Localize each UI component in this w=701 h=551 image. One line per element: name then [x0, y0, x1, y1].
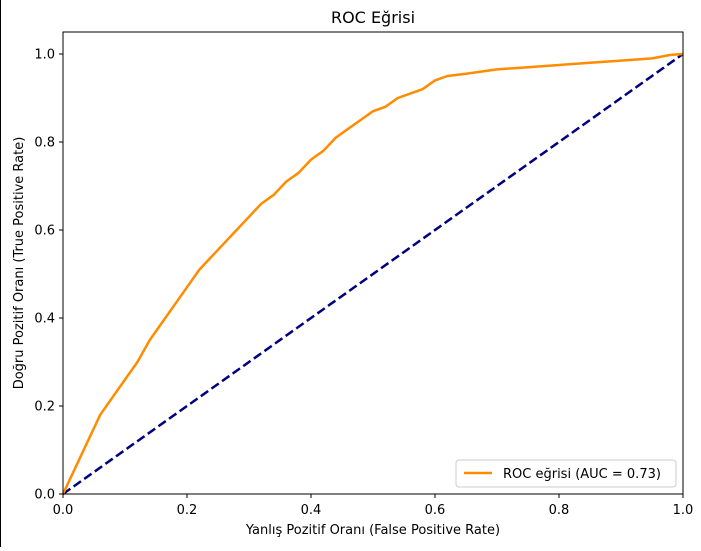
x-tick-label: 0.6: [425, 503, 446, 518]
x-tick-label: 0.0: [53, 503, 74, 518]
y-axis-label: Doğru Pozitif Oranı (True Positive Rate): [12, 137, 27, 390]
y-tick-label: 1.0: [34, 48, 55, 63]
plot-background: [63, 32, 683, 494]
series-layer: [61, 52, 684, 496]
legend-box: [455, 459, 677, 488]
roc-curve-line: [61, 52, 684, 495]
chance-diagonal-line: [62, 52, 684, 496]
x-tick-label: 1.0: [673, 503, 694, 518]
chart-title: ROC Eğrisi: [331, 8, 415, 27]
x-axis: 0.0 0.2 0.4 0.6 0.8 1.0: [53, 494, 694, 518]
y-tick-label: 0.0: [34, 488, 55, 503]
x-tick-label: 0.2: [177, 503, 198, 518]
y-tick-label: 0.4: [34, 312, 55, 327]
y-tick-label: 0.8: [34, 136, 55, 151]
x-axis-label: Yanlış Pozitif Oranı (False Positive Rat…: [245, 523, 500, 538]
y-tick-label: 0.2: [34, 400, 55, 415]
y-tick-label: 0.6: [34, 224, 55, 239]
x-tick-label: 0.8: [549, 503, 570, 518]
y-axis: 0.0 0.2 0.4 0.6 0.8 1.0: [34, 48, 63, 503]
legend-label-roc: ROC eğrisi (AUC = 0.73): [503, 467, 661, 482]
legend: ROC eğrisi (AUC = 0.73): [455, 459, 677, 488]
x-tick-label: 0.4: [301, 503, 322, 518]
plot-frame: [62, 31, 684, 495]
